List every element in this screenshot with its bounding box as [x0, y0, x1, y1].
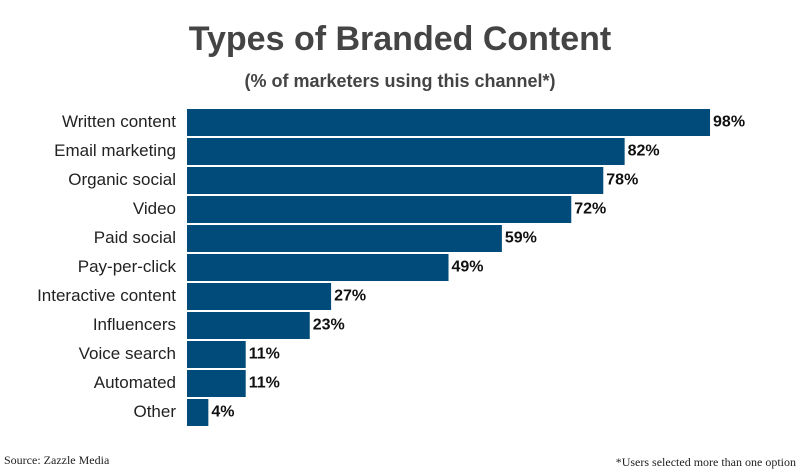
bar — [187, 167, 604, 194]
category-label: Influencers — [93, 315, 176, 334]
value-label: 27% — [334, 288, 366, 305]
category-label: Pay-per-click — [78, 257, 177, 276]
category-label: Voice search — [79, 344, 176, 363]
value-label: 78% — [606, 172, 638, 189]
source: Source: Zazzle Media — [4, 453, 110, 467]
value-label: 11% — [249, 346, 280, 363]
chart-subtitle: (% of marketers using this channel*) — [244, 71, 555, 91]
bar — [187, 138, 625, 165]
value-label: 23% — [313, 317, 345, 334]
bar — [187, 283, 332, 310]
bar — [187, 370, 246, 397]
chart-title: Types of Branded Content — [189, 20, 612, 58]
value-label: 49% — [452, 259, 484, 276]
value-label: 72% — [574, 201, 606, 218]
bar — [187, 399, 209, 426]
category-label: Paid social — [94, 228, 176, 247]
category-label: Interactive content — [37, 286, 176, 305]
category-label: Other — [133, 402, 176, 421]
bar — [187, 196, 572, 223]
value-label: 11% — [249, 375, 280, 392]
value-label: 82% — [628, 143, 660, 160]
category-label: Video — [133, 199, 176, 218]
value-label: 4% — [211, 404, 234, 421]
value-label: 98% — [713, 114, 745, 131]
category-label: Email marketing — [54, 141, 176, 160]
category-label: Written content — [62, 112, 176, 131]
category-label: Organic social — [68, 170, 176, 189]
bar — [187, 341, 246, 368]
bar — [187, 254, 449, 281]
bar — [187, 225, 502, 252]
bar — [187, 109, 711, 136]
footnote: *Users selected more than one option — [616, 455, 796, 469]
category-label: Automated — [94, 373, 176, 392]
bar — [187, 312, 310, 339]
value-label: 59% — [505, 230, 537, 247]
